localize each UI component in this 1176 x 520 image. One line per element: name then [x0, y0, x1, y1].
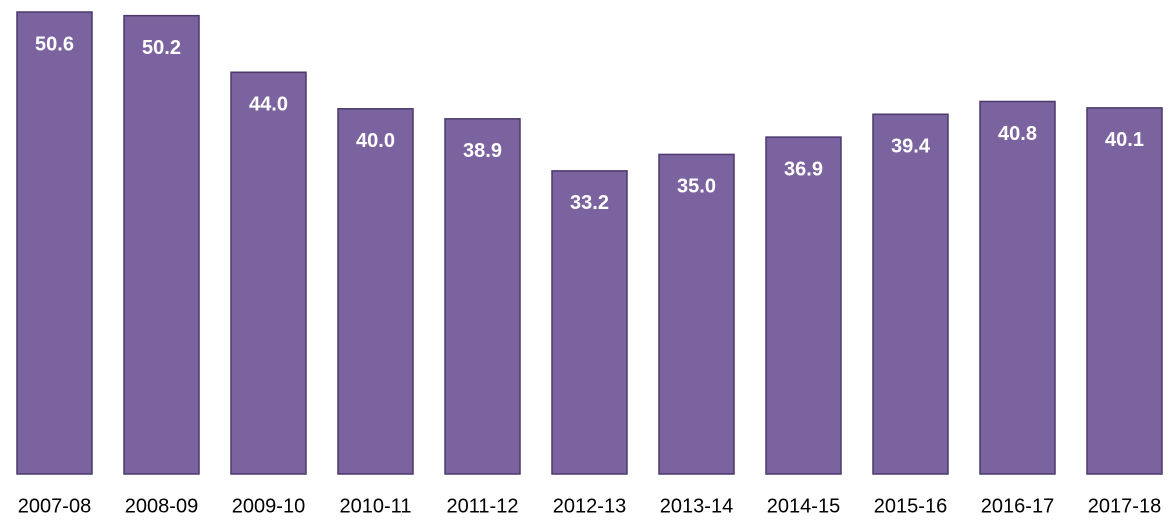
- x-tick-label: 2007-08: [18, 495, 91, 517]
- value-label: 38.9: [463, 140, 502, 162]
- value-label: 40.8: [998, 123, 1037, 145]
- bar: [230, 71, 307, 475]
- x-tick-label: 2013-14: [660, 495, 733, 517]
- value-label: 50.2: [142, 37, 181, 59]
- x-tick-label: 2009-10: [232, 495, 305, 517]
- value-label: 35.0: [677, 176, 716, 198]
- x-tick-label: 2010-11: [340, 495, 412, 517]
- value-label: 33.2: [570, 192, 609, 214]
- bar: [16, 11, 93, 475]
- bar: [444, 118, 521, 475]
- bar: [979, 100, 1056, 475]
- bar: [1086, 107, 1163, 475]
- bar: [337, 108, 414, 475]
- x-tick-label: 2008-09: [125, 495, 198, 517]
- value-label: 40.0: [356, 130, 395, 152]
- bar: [658, 153, 735, 475]
- value-label: 36.9: [784, 158, 823, 180]
- value-label: 50.6: [35, 33, 74, 55]
- value-label: 39.4: [891, 136, 931, 158]
- bar: [551, 170, 628, 475]
- x-tick-label: 2017-18: [1088, 495, 1161, 517]
- x-tick-label: 2011-12: [447, 495, 519, 517]
- x-tick-label: 2016-17: [981, 495, 1054, 517]
- x-tick-label: 2012-13: [553, 495, 626, 517]
- x-tick-label: 2014-15: [767, 495, 840, 517]
- x-tick-label: 2015-16: [874, 495, 947, 517]
- value-label: 40.1: [1105, 129, 1144, 151]
- bar: [123, 14, 200, 475]
- value-label: 44.0: [249, 94, 288, 116]
- bar: [765, 136, 842, 475]
- bar: [872, 113, 949, 475]
